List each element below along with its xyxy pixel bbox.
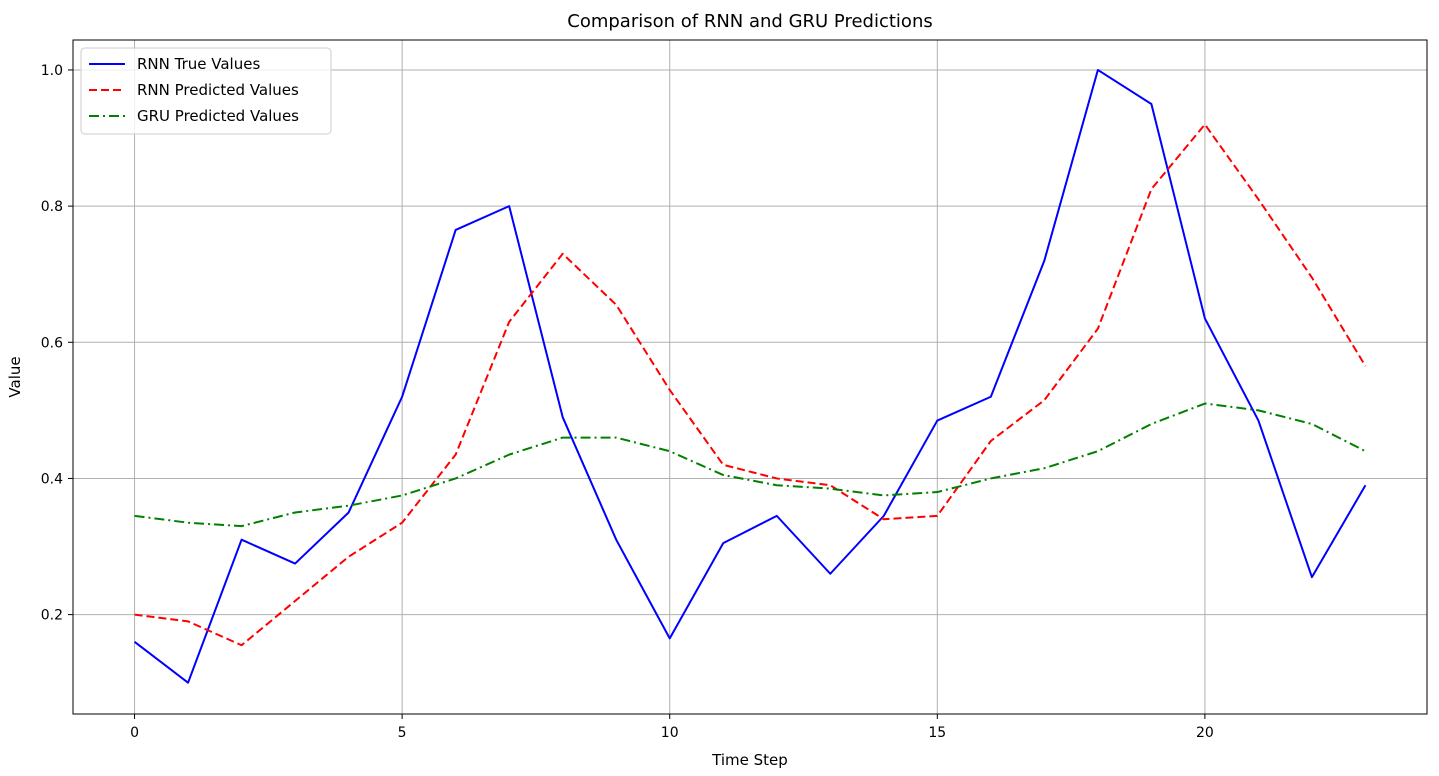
series-line-1	[133, 68, 1367, 684]
y-axis-label: Value	[6, 356, 24, 397]
legend-label-2: RNN Predicted Values	[137, 81, 299, 99]
plot-frame	[72, 39, 1428, 715]
x-tick-label: 15	[928, 725, 946, 741]
x-tick-label: 20	[1196, 725, 1214, 741]
x-tick-label: 5	[398, 725, 407, 741]
grid	[73, 40, 1427, 714]
x-tick-label: 10	[661, 725, 679, 741]
x-axis-ticks: 0 5 10 15 20	[130, 714, 1214, 741]
legend-label-1: RNN True Values	[137, 55, 260, 73]
series-group	[133, 68, 1367, 684]
series-line-2	[134, 123, 1367, 647]
y-axis-ticks: 0.2 0.4 0.6 0.8 1.0	[41, 63, 73, 624]
y-tick-label: 0.2	[41, 608, 63, 624]
y-tick-label: 0.4	[41, 471, 63, 487]
legend: RNN True Values RNN Predicted Values GRU P…	[80, 47, 332, 135]
y-tick-label: 1.0	[41, 63, 63, 79]
chart-title: Comparison of RNN and GRU Predictions	[567, 11, 932, 32]
legend-box	[80, 47, 332, 135]
y-tick-label: 0.8	[41, 199, 63, 215]
y-tick-label: 0.6	[41, 335, 63, 351]
series-line-3	[134, 402, 1366, 528]
legend-label-3: GRU Predicted Values	[137, 107, 299, 125]
x-axis-label: Time Step	[711, 751, 788, 769]
x-tick-label: 0	[130, 725, 139, 741]
